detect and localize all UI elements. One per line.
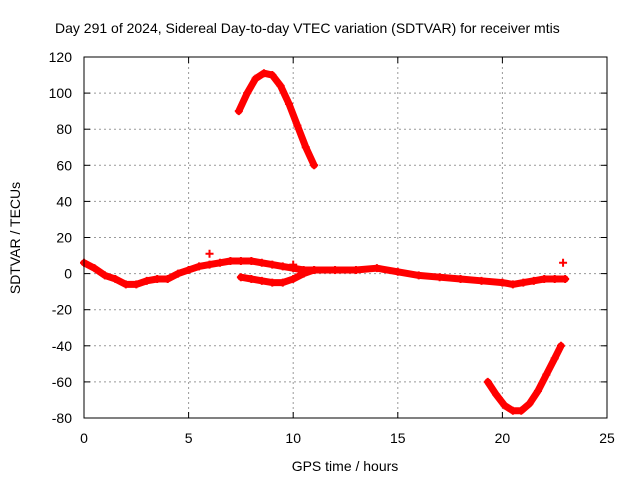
y-tick-label: -60 — [52, 374, 72, 390]
data-point — [477, 276, 486, 285]
y-tick-label: 0 — [64, 266, 72, 282]
data-point — [508, 406, 517, 415]
chart-title: Day 291 of 2024, Sidereal Day-to-day VTE… — [55, 20, 560, 36]
data-point — [498, 278, 507, 287]
data-point — [251, 74, 260, 83]
series-lower-arc — [483, 341, 565, 415]
data-point — [226, 256, 235, 265]
x-tick-label: 15 — [390, 430, 406, 446]
data-point — [257, 258, 266, 267]
data-point — [247, 275, 256, 284]
data-point — [331, 265, 340, 274]
y-tick-label: 120 — [49, 49, 73, 65]
data-point — [289, 275, 298, 284]
data-point — [540, 275, 549, 284]
data-point — [153, 275, 162, 284]
data-point — [435, 273, 444, 282]
data-point — [163, 275, 172, 284]
data-series — [80, 69, 570, 415]
data-point — [259, 69, 268, 78]
y-tick-label: -40 — [52, 338, 72, 354]
y-tick-label: -80 — [52, 410, 72, 426]
x-tick-label: 20 — [495, 430, 511, 446]
series-outlier-points — [205, 249, 568, 269]
data-point — [268, 278, 277, 287]
data-point — [234, 107, 243, 116]
data-point — [247, 256, 256, 265]
y-axis-ticks: -80 -60 -40 -20 0 20 40 60 80 100 120 — [49, 49, 607, 426]
x-axis-label: GPS time / hours — [292, 458, 399, 474]
data-point — [184, 265, 193, 274]
data-point — [559, 258, 568, 267]
x-tick-label: 10 — [285, 430, 301, 446]
data-point — [299, 269, 308, 278]
data-point — [301, 143, 310, 152]
data-point — [132, 280, 141, 289]
data-point — [195, 262, 204, 271]
series-line — [80, 257, 569, 288]
data-point — [550, 275, 559, 284]
series-lower-branch — [236, 265, 319, 287]
data-point — [550, 354, 559, 363]
y-tick-label: 60 — [56, 157, 72, 173]
y-tick-label: -20 — [52, 302, 72, 318]
data-point — [351, 265, 360, 274]
data-point — [500, 401, 509, 410]
data-point — [236, 273, 245, 282]
data-point — [100, 271, 109, 280]
x-tick-label: 5 — [185, 430, 193, 446]
y-tick-label: 20 — [56, 230, 72, 246]
data-point — [542, 370, 551, 379]
data-point — [561, 275, 570, 284]
data-point — [492, 390, 501, 399]
data-point — [90, 264, 99, 273]
data-point — [142, 276, 151, 285]
data-point — [285, 99, 294, 108]
data-point — [525, 399, 534, 408]
data-point — [293, 121, 302, 130]
data-point — [310, 161, 319, 170]
data-point — [205, 249, 214, 258]
x-axis-ticks: 0 5 10 15 20 25 — [80, 57, 615, 446]
data-point — [205, 260, 214, 269]
data-point — [556, 341, 565, 350]
data-point — [236, 256, 245, 265]
x-tick-label: 25 — [599, 430, 615, 446]
data-point — [111, 275, 120, 284]
data-point — [508, 280, 517, 289]
data-point — [121, 280, 130, 289]
data-point — [529, 276, 538, 285]
grid-lines — [84, 57, 607, 418]
data-point — [414, 271, 423, 280]
series-line — [484, 342, 565, 415]
data-point — [310, 265, 319, 274]
data-point — [278, 262, 287, 271]
data-point — [533, 386, 542, 395]
data-point — [372, 264, 381, 273]
y-axis-label: SDTVAR / TECUs — [7, 182, 23, 294]
data-point — [517, 406, 526, 415]
data-point — [276, 81, 285, 90]
series-main-band — [80, 256, 570, 289]
data-point — [393, 267, 402, 276]
series-line — [235, 69, 318, 169]
data-point — [268, 71, 277, 80]
data-point — [174, 269, 183, 278]
data-point — [483, 377, 492, 386]
y-tick-label: 40 — [56, 193, 72, 209]
data-point — [257, 276, 266, 285]
data-point — [289, 260, 298, 269]
x-tick-label: 0 — [80, 430, 88, 446]
data-point — [278, 278, 287, 287]
series-upper-arc — [234, 69, 319, 170]
data-point — [215, 258, 224, 267]
y-tick-label: 80 — [56, 121, 72, 137]
data-point — [268, 260, 277, 269]
data-point — [456, 275, 465, 284]
data-point — [519, 278, 528, 287]
y-tick-label: 100 — [49, 85, 73, 101]
data-point — [243, 89, 252, 98]
